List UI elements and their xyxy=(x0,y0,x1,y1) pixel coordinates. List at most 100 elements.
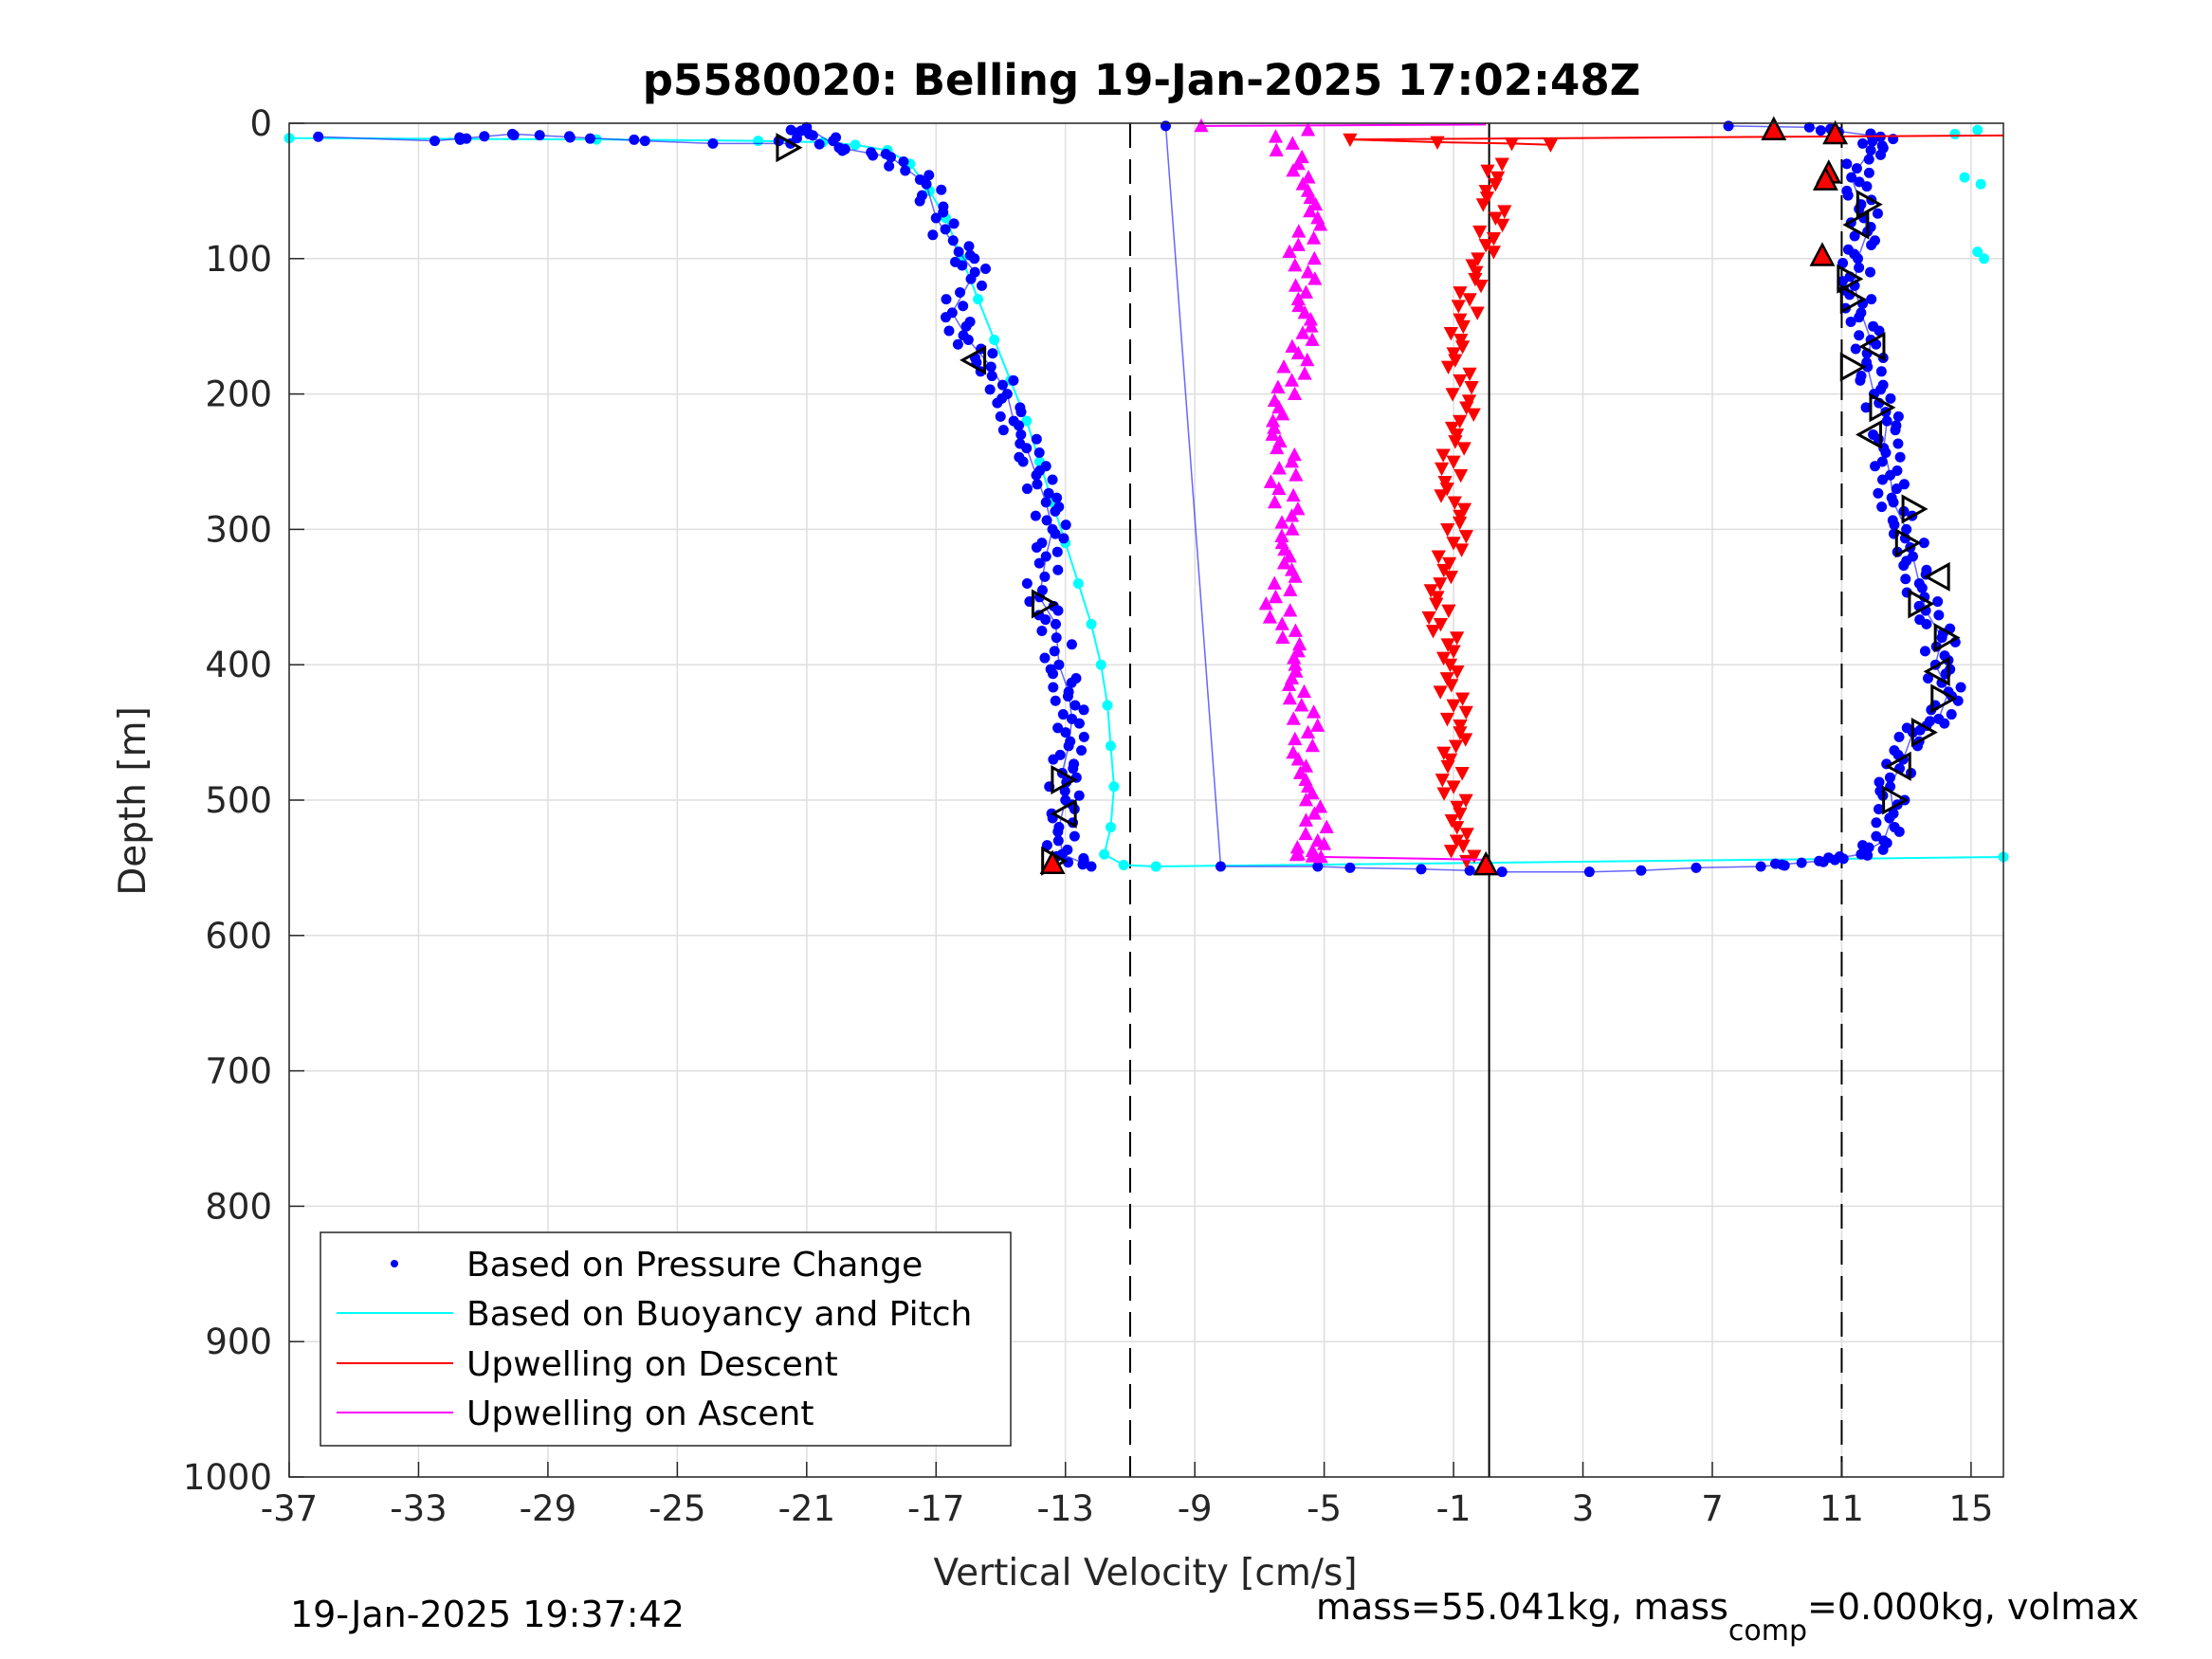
footer-mass-subscript: comp xyxy=(1728,1614,1807,1648)
upwelling-descent-marker xyxy=(1436,787,1452,801)
x-tick-label: -9 xyxy=(1178,1488,1213,1529)
buoyancy-pitch-point xyxy=(1105,822,1116,833)
upwelling-ascent-marker xyxy=(1288,278,1304,292)
upwelling-descent-marker xyxy=(1504,137,1520,152)
pressure-change-point xyxy=(969,253,980,264)
upwelling-ascent-line xyxy=(1200,123,1487,127)
upwelling-ascent-marker xyxy=(1271,461,1287,475)
pressure-change-point xyxy=(1851,163,1862,174)
pressure-change-point xyxy=(1901,523,1912,535)
pressure-change-point xyxy=(1066,639,1077,650)
upwelling-descent-marker xyxy=(1466,408,1481,423)
buoyancy-pitch-point xyxy=(1099,848,1110,860)
upwelling-ascent-marker xyxy=(1263,474,1279,488)
upwelling-descent-marker xyxy=(1543,138,1559,153)
pressure-change-point xyxy=(1892,410,1904,422)
open-triangle-marker xyxy=(1901,494,1929,524)
upwelling-descent-marker xyxy=(1453,516,1468,531)
pressure-change-point xyxy=(1901,722,1912,734)
upwelling-ascent-marker xyxy=(1288,623,1303,637)
pressure-change-point xyxy=(1691,862,1702,873)
upwelling-ascent-marker xyxy=(1286,711,1301,725)
upwelling-ascent-marker xyxy=(1289,847,1304,862)
pressure-change-point xyxy=(1841,158,1853,170)
legend: Based on Pressure Change Based on Buoyan… xyxy=(320,1231,1012,1447)
upwelling-ascent-marker xyxy=(1298,826,1313,841)
pressure-change-point xyxy=(1889,822,1900,833)
upwelling-descent-marker xyxy=(1443,570,1459,585)
legend-swatch-pressure-change xyxy=(391,1260,398,1267)
upwelling-ascent-marker xyxy=(1294,698,1309,712)
upwelling-descent-marker xyxy=(1455,839,1471,854)
pressure-change-point xyxy=(1914,614,1926,626)
y-tick-label: 900 xyxy=(205,1322,272,1362)
upwelling-ascent-marker xyxy=(1286,487,1301,502)
pressure-change-point xyxy=(1856,371,1867,382)
pressure-change-point xyxy=(936,184,947,195)
pressure-change-point xyxy=(1877,474,1889,485)
pressure-change-point xyxy=(1907,551,1918,562)
pressure-change-point xyxy=(1861,181,1873,192)
x-tick-label: -33 xyxy=(390,1488,447,1529)
pressure-change-point xyxy=(1823,852,1835,864)
y-axis-label: Depth [m] xyxy=(112,706,155,896)
open-triangle-marker xyxy=(1839,284,1867,315)
pressure-change-point xyxy=(985,361,996,373)
pressure-change-point xyxy=(1036,626,1048,636)
pressure-change-point xyxy=(1069,830,1080,842)
upwelling-ascent-marker xyxy=(1276,359,1291,374)
upwelling-ascent-marker xyxy=(1284,508,1300,522)
buoyancy-pitch-point xyxy=(1150,861,1161,872)
upwelling-ascent-marker xyxy=(1271,379,1286,393)
upwelling-ascent-marker xyxy=(1288,657,1303,671)
legend-label-upwelling-descent: Upwelling on Descent xyxy=(466,1345,838,1384)
pressure-change-point xyxy=(1059,785,1070,796)
pressure-change-point xyxy=(1496,866,1508,878)
open-triangle-marker xyxy=(1930,684,1958,714)
pressure-change-point xyxy=(1892,465,1903,477)
upwelling-descent-marker xyxy=(1497,205,1512,219)
upwelling-ascent-marker xyxy=(1307,250,1322,265)
upwelling-ascent-marker xyxy=(1271,481,1287,495)
y-tick-label: 500 xyxy=(205,780,272,821)
pressure-change-point xyxy=(965,273,977,284)
pressure-change-point xyxy=(506,128,518,139)
upwelling-descent-marker xyxy=(1495,218,1510,233)
filled-triangle-marker xyxy=(1472,850,1499,876)
footer-mass-info: mass=55.041kg, masscomp=0.000kg, volmax xyxy=(1316,1586,2139,1648)
pressure-change-point xyxy=(955,287,966,298)
buoyancy-pitch-point xyxy=(1949,128,1961,139)
pressure-change-point xyxy=(1049,646,1060,657)
open-triangle-marker xyxy=(1882,785,1910,815)
pressure-change-point xyxy=(1031,433,1042,445)
upwelling-descent-marker xyxy=(1450,821,1465,835)
upwelling-ascent-marker xyxy=(1297,366,1312,380)
upwelling-ascent-marker xyxy=(1290,345,1306,360)
upwelling-descent-marker xyxy=(1441,604,1456,619)
pressure-change-point xyxy=(996,379,1008,391)
upwelling-descent-marker xyxy=(1453,468,1469,483)
upwelling-ascent-marker xyxy=(1298,758,1314,773)
y-tick-label: 400 xyxy=(205,645,272,685)
upwelling-ascent-marker xyxy=(1275,629,1290,645)
open-triangle-marker xyxy=(1837,264,1864,294)
upwelling-descent-marker xyxy=(1451,300,1466,314)
upwelling-ascent-marker xyxy=(1285,338,1300,354)
pressure-change-point xyxy=(1051,492,1063,503)
pressure-change-point xyxy=(1863,154,1874,165)
pressure-change-point xyxy=(1060,727,1071,738)
upwelling-descent-marker xyxy=(1421,611,1436,626)
pressure-change-point xyxy=(1871,830,1882,842)
pressure-change-point xyxy=(1464,865,1475,876)
pressure-change-point xyxy=(1865,266,1876,278)
upwelling-ascent-marker xyxy=(1267,494,1283,509)
open-triangle-marker xyxy=(1884,751,1911,781)
upwelling-ascent-marker xyxy=(1281,677,1297,692)
pressure-change-point xyxy=(1052,826,1064,837)
open-triangle-marker xyxy=(1908,589,1935,619)
buoyancy-pitch-point xyxy=(1979,253,1990,264)
pressure-change-point xyxy=(927,229,939,241)
x-tick-label: -29 xyxy=(520,1488,576,1529)
upwelling-ascent-marker xyxy=(1298,812,1314,827)
pressure-change-point xyxy=(1086,861,1097,872)
